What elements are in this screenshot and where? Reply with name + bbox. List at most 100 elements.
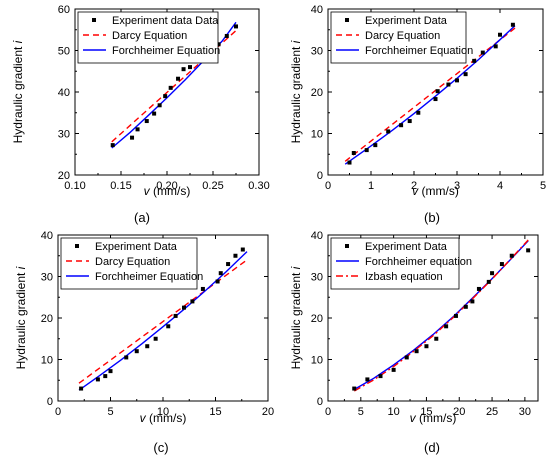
data-point bbox=[493, 44, 498, 49]
x-tick-label: 10 bbox=[157, 406, 169, 418]
data-point bbox=[373, 143, 378, 148]
x-axis-label: v (mm/s) bbox=[412, 184, 459, 198]
x-tick-label: 25 bbox=[486, 406, 498, 418]
x-tick-label: 0.15 bbox=[110, 180, 131, 192]
y-tick-label: 40 bbox=[58, 87, 70, 99]
data-point bbox=[472, 58, 477, 63]
data-point bbox=[526, 248, 531, 253]
data-point bbox=[153, 336, 158, 341]
data-point bbox=[365, 377, 370, 382]
data-point bbox=[234, 24, 238, 29]
data-point bbox=[386, 129, 391, 134]
data-point bbox=[233, 253, 238, 258]
x-axis-label-var: v bbox=[144, 184, 151, 198]
data-point bbox=[499, 262, 504, 267]
legend-label: Experiment data Data bbox=[112, 15, 219, 27]
legend-box bbox=[330, 237, 460, 290]
data-point bbox=[510, 22, 515, 27]
y-axis-label-text: Hydraulic gradient bbox=[289, 269, 303, 369]
data-point bbox=[124, 355, 129, 360]
y-axis-label-text: Hydraulic gradient bbox=[14, 269, 28, 369]
data-point bbox=[407, 119, 412, 124]
x-tick-label: 0.20 bbox=[156, 180, 177, 192]
y-tick-label: 50 bbox=[58, 46, 70, 58]
data-point bbox=[226, 262, 231, 267]
data-point bbox=[108, 369, 113, 374]
x-tick-label: 0.30 bbox=[248, 180, 269, 192]
y-tick-label: 0 bbox=[47, 396, 53, 408]
legend-box bbox=[60, 237, 198, 290]
data-point bbox=[134, 349, 139, 354]
data-point bbox=[476, 286, 481, 291]
data-point bbox=[95, 377, 100, 382]
x-axis-label: v (mm/s) bbox=[140, 411, 187, 425]
y-tick-label: 20 bbox=[311, 313, 323, 325]
chart-c: 0 5 10 15 20 0 10 20 30 40 v (mm/s) Hydraulic gradi… bbox=[14, 230, 274, 455]
y-axis-label-var: i bbox=[289, 40, 303, 43]
data-point bbox=[414, 349, 419, 354]
data-point bbox=[435, 89, 440, 94]
data-point bbox=[434, 336, 439, 341]
data-point bbox=[444, 324, 449, 329]
data-point bbox=[110, 143, 115, 148]
data-point bbox=[463, 72, 468, 77]
data-point bbox=[188, 65, 192, 70]
data-point bbox=[490, 271, 495, 276]
y-tick-label: 30 bbox=[41, 272, 53, 284]
data-point bbox=[130, 135, 135, 140]
x-tick-label: 5 bbox=[358, 406, 364, 418]
x-axis-label-unit: (mm/s) bbox=[150, 184, 191, 198]
x-tick-label: 1 bbox=[368, 180, 374, 192]
legend-label: Forchheimer equation bbox=[365, 256, 472, 268]
legend-marker bbox=[75, 244, 79, 248]
x-tick-label: 5 bbox=[540, 180, 546, 192]
series-line-solid bbox=[353, 240, 529, 391]
legend-box bbox=[77, 11, 219, 64]
series-line-solid bbox=[78, 251, 248, 391]
x-tick-label: 0 bbox=[325, 406, 331, 418]
data-point bbox=[145, 344, 150, 349]
x-tick-label: 2 bbox=[411, 180, 417, 192]
y-axis-label-text: Hydraulic gradient bbox=[289, 43, 303, 143]
y-tick-label: 20 bbox=[41, 313, 53, 325]
data-point bbox=[404, 355, 409, 360]
y-tick-label: 0 bbox=[317, 396, 323, 408]
data-point bbox=[486, 279, 491, 284]
data-point bbox=[218, 271, 223, 276]
x-axis-label-unit: (mm/s) bbox=[418, 184, 459, 198]
x-axis-label: v (mm/s) bbox=[410, 411, 457, 425]
data-point bbox=[352, 386, 357, 391]
x-tick-label: 0 bbox=[325, 180, 331, 192]
data-point bbox=[144, 119, 149, 124]
data-point bbox=[453, 313, 458, 318]
data-point bbox=[224, 33, 229, 38]
x-axis-label-unit: (mm/s) bbox=[416, 411, 457, 425]
series-line-dash bbox=[344, 27, 516, 162]
y-axis-label: Hydraulic gradient i bbox=[14, 266, 28, 369]
panel-caption: (a) bbox=[134, 210, 150, 225]
x-tick-label: 0.25 bbox=[202, 180, 223, 192]
y-axis-label-var: i bbox=[11, 40, 25, 43]
chart-b: 0 1 2 3 4 5 0 10 20 30 40 v (mm/s) Hydraulic gradien… bbox=[289, 4, 546, 225]
y-tick-label: 10 bbox=[311, 129, 323, 141]
legend-marker bbox=[345, 244, 349, 248]
y-tick-label: 30 bbox=[311, 272, 323, 284]
panel-caption: (c) bbox=[153, 440, 168, 455]
data-point bbox=[399, 123, 404, 128]
data-point bbox=[182, 305, 186, 310]
y-axis-label: Hydraulic gradient i bbox=[11, 40, 25, 143]
y-tick-label: 30 bbox=[58, 129, 70, 141]
data-point bbox=[166, 324, 171, 329]
data-point bbox=[364, 148, 369, 153]
data-point bbox=[135, 127, 140, 132]
y-tick-label: 30 bbox=[311, 46, 323, 58]
data-point bbox=[416, 110, 421, 115]
data-point bbox=[463, 304, 468, 309]
data-point bbox=[240, 247, 245, 252]
data-point bbox=[509, 253, 514, 258]
x-axis-label-var: v bbox=[412, 184, 419, 198]
y-tick-label: 60 bbox=[58, 4, 70, 16]
x-tick-label: 0 bbox=[55, 406, 61, 418]
y-tick-label: 20 bbox=[311, 87, 323, 99]
data-point bbox=[173, 313, 178, 318]
